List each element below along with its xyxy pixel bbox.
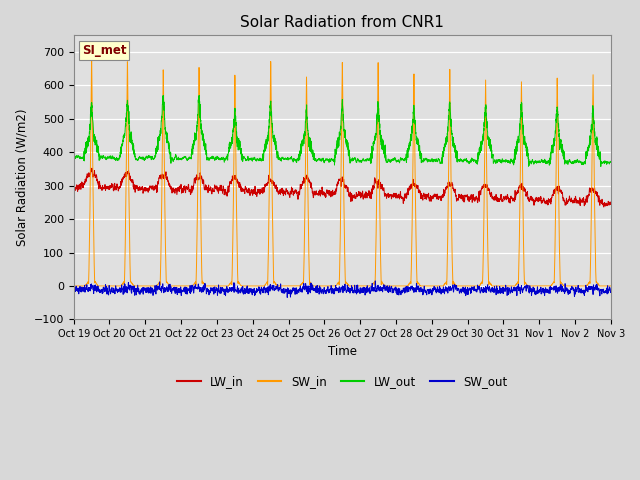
Line: LW_in: LW_in	[74, 168, 611, 207]
LW_out	[597, 164, 605, 169]
SW_in	[70, 283, 77, 289]
SW_in	[433, 283, 441, 289]
LW_in	[70, 183, 77, 189]
SW_out	[284, 295, 291, 300]
SW_in	[323, 283, 330, 289]
LW_out	[166, 156, 174, 162]
LW_in	[433, 196, 441, 202]
LW_out	[433, 158, 441, 164]
SW_out	[323, 289, 330, 295]
SW_in	[463, 283, 470, 289]
Line: LW_out: LW_out	[74, 96, 611, 167]
LW_in	[463, 193, 470, 199]
LW_out	[159, 93, 167, 98]
LW_in	[607, 200, 614, 206]
X-axis label: Time: Time	[328, 345, 356, 358]
Text: SI_met: SI_met	[82, 44, 126, 57]
LW_in	[600, 204, 607, 210]
SW_in	[166, 283, 174, 289]
SW_out	[607, 288, 614, 294]
LW_out	[607, 159, 614, 165]
LW_in	[607, 201, 614, 206]
Y-axis label: Solar Radiation (W/m2): Solar Radiation (W/m2)	[15, 108, 28, 246]
Legend: LW_in, SW_in, LW_out, SW_out: LW_in, SW_in, LW_out, SW_out	[172, 371, 513, 393]
Title: Solar Radiation from CNR1: Solar Radiation from CNR1	[241, 15, 444, 30]
SW_in	[607, 283, 614, 289]
LW_out	[323, 156, 330, 162]
Line: SW_in: SW_in	[74, 59, 611, 286]
SW_out	[493, 286, 501, 292]
Line: SW_out: SW_out	[74, 281, 611, 298]
LW_in	[88, 165, 96, 171]
SW_out	[166, 284, 174, 289]
SW_out	[607, 288, 614, 294]
SW_in	[88, 56, 95, 61]
LW_out	[70, 154, 77, 159]
LW_in	[493, 196, 501, 202]
SW_out	[433, 289, 441, 295]
LW_in	[323, 191, 330, 196]
SW_out	[70, 285, 77, 291]
SW_in	[607, 283, 614, 289]
SW_out	[372, 278, 380, 284]
LW_out	[463, 157, 470, 163]
SW_out	[463, 288, 470, 294]
SW_in	[493, 283, 501, 289]
LW_out	[493, 160, 501, 166]
LW_out	[607, 158, 614, 164]
LW_in	[166, 185, 174, 191]
